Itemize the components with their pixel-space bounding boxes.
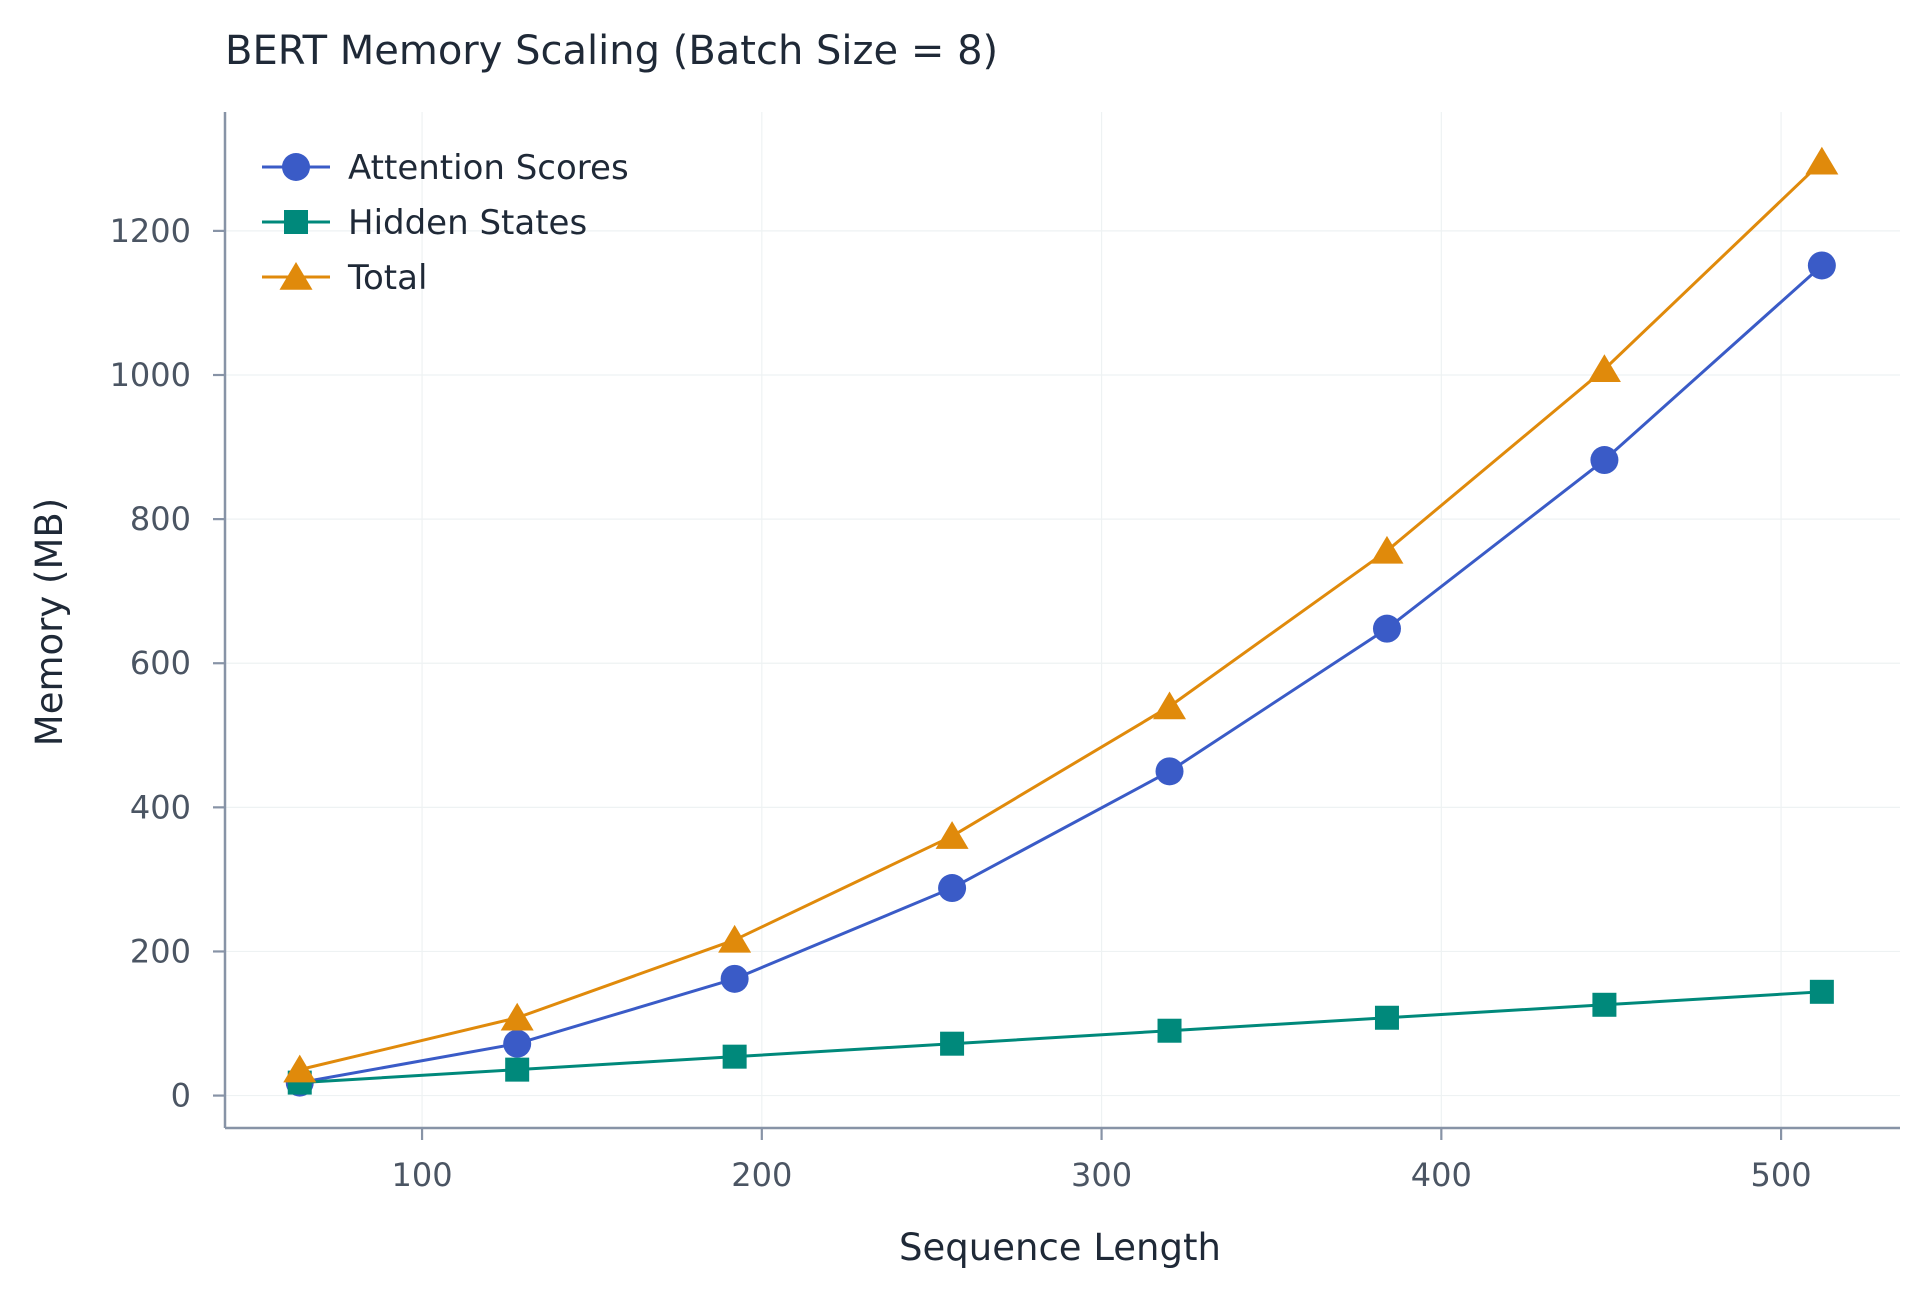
legend-item: Attention Scores (262, 148, 629, 188)
grid-layer (225, 112, 1900, 1128)
data-point-circle (1372, 614, 1401, 643)
legend-label: Total (347, 258, 427, 298)
data-point-triangle (718, 924, 752, 953)
legend-marker-circle (282, 153, 310, 181)
legend-item: Total (262, 258, 427, 298)
data-point-triangle (1587, 354, 1621, 382)
y-tick-label: 1000 (110, 356, 191, 394)
series-layer (283, 146, 1839, 1097)
data-point-circle (1155, 757, 1184, 786)
data-point-circle (938, 874, 967, 903)
data-point-circle (503, 1029, 532, 1058)
series-line (299, 990, 1822, 1085)
x-tick-label: 400 (1411, 1156, 1472, 1194)
chart-title: BERT Memory Scaling (Batch Size = 8) (225, 28, 998, 74)
y-tick-label: 200 (130, 932, 191, 970)
data-point-square (1374, 1005, 1399, 1030)
legend-item: Hidden States (262, 203, 587, 243)
series-line (299, 264, 1823, 1085)
data-point-triangle (1153, 691, 1187, 720)
x-axis-label: Sequence Length (899, 1226, 1221, 1269)
data-point-circle (1590, 446, 1619, 475)
data-point-square (505, 1057, 530, 1082)
data-point-triangle (935, 821, 969, 849)
data-point-square (1592, 992, 1617, 1017)
legend-marker-triangle (279, 262, 313, 290)
x-tick-label: 300 (1071, 1156, 1132, 1194)
data-point-circle (720, 964, 749, 993)
series-total (283, 146, 1839, 1083)
data-point-square (1157, 1018, 1182, 1043)
y-tick-label: 600 (130, 644, 191, 682)
y-axis-label: Memory (MB) (28, 498, 71, 746)
legend-label: Attention Scores (348, 148, 629, 188)
x-tick-label: 500 (1751, 1156, 1812, 1194)
x-tick-label: 200 (731, 1156, 792, 1194)
data-point-triangle (500, 1002, 534, 1031)
data-point-square (940, 1031, 965, 1056)
x-tick-label: 100 (392, 1156, 453, 1194)
legend-label: Hidden States (348, 203, 587, 243)
data-point-square (1809, 979, 1834, 1004)
series-attention-scores (285, 251, 1836, 1097)
legend: Attention Scores Hidden States Total (262, 148, 629, 298)
data-point-triangle (1805, 146, 1839, 175)
data-point-triangle (1370, 535, 1404, 564)
y-tick-label: 400 (130, 788, 191, 826)
data-point-circle (1807, 251, 1836, 280)
data-point-square (722, 1044, 747, 1069)
series-line (299, 160, 1823, 1072)
axes-layer: 0 200 400 600 800 1000 1200 100 200 300 400 500 (110, 112, 1900, 1194)
y-tick-label: 0 (171, 1077, 191, 1115)
series-hidden-states (287, 979, 1834, 1095)
y-tick-label: 800 (130, 500, 191, 538)
y-tick-label: 1200 (110, 212, 191, 250)
data-point-triangle (283, 1054, 317, 1083)
legend-marker-square (284, 210, 308, 234)
